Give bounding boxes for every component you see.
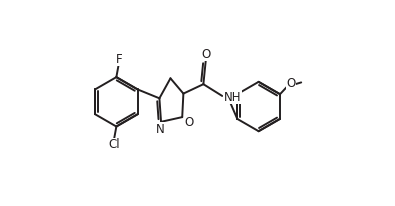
Text: Cl: Cl xyxy=(108,138,120,151)
Text: F: F xyxy=(115,53,122,66)
Text: NH: NH xyxy=(224,91,242,104)
Text: N: N xyxy=(156,123,164,136)
Text: O: O xyxy=(286,77,295,90)
Text: O: O xyxy=(201,48,211,61)
Text: O: O xyxy=(184,116,194,129)
